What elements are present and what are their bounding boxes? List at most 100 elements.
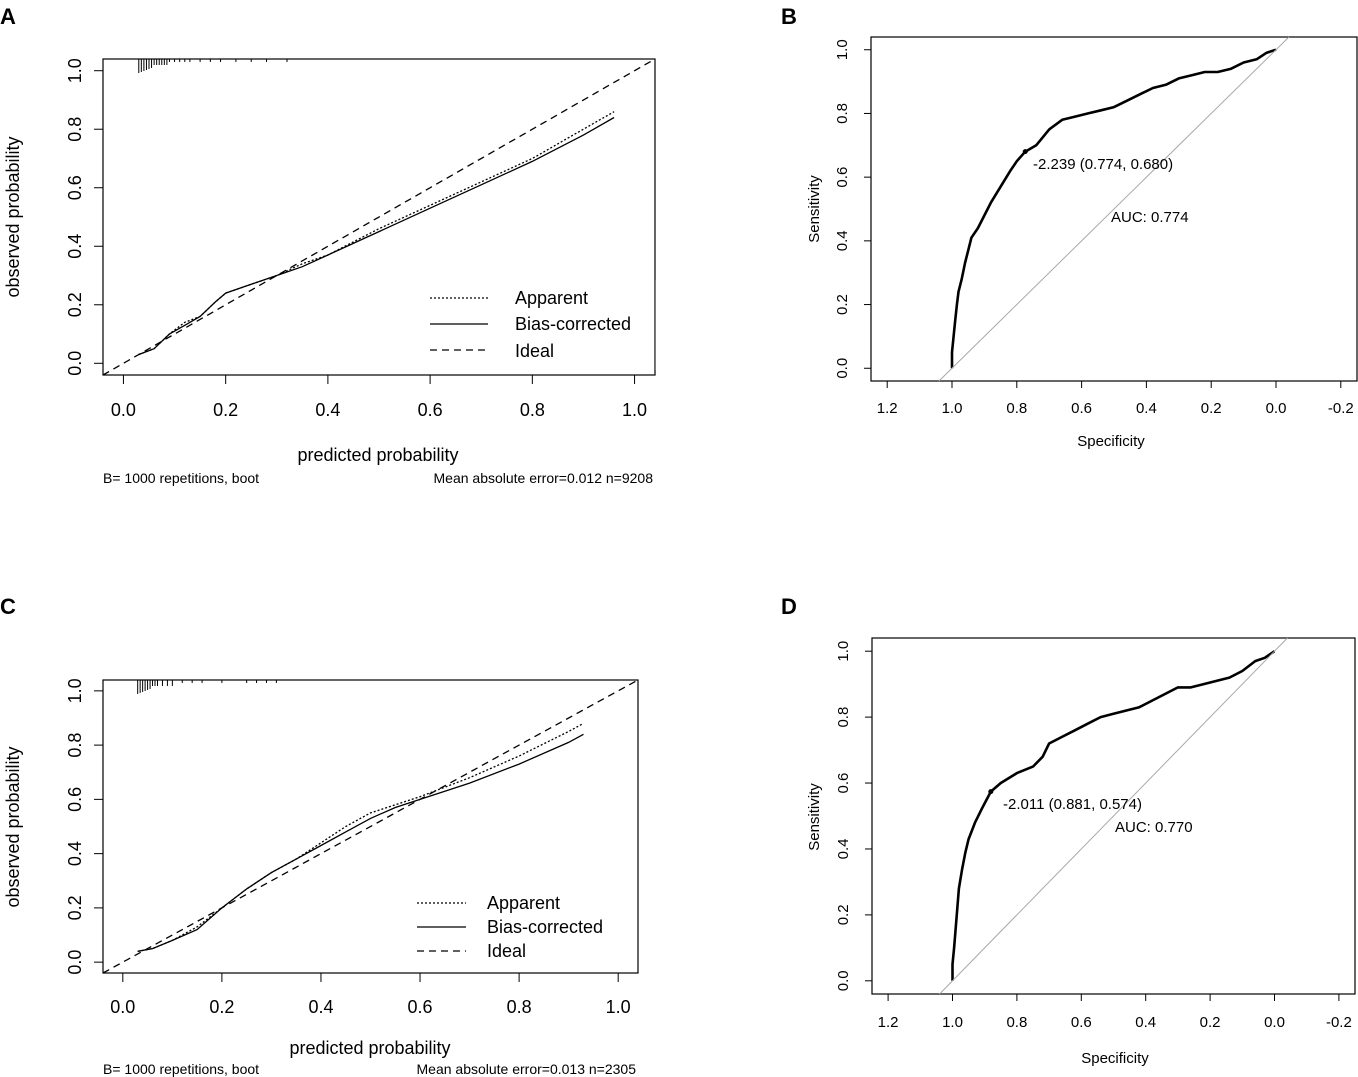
- footer-right-c: Mean absolute error=0.013 n=2305: [417, 1061, 637, 1077]
- x-tick-label: 0.8: [1006, 1014, 1027, 1031]
- x-tick-label: 0.4: [308, 997, 333, 1017]
- y-tick-label: 0.8: [835, 707, 852, 728]
- panel-letter-d: D: [781, 594, 797, 619]
- y-axis-title-c: observed probability: [3, 746, 23, 907]
- y-tick-label: 0.0: [834, 358, 851, 379]
- y-tick-label: 1.0: [835, 641, 852, 662]
- legend-clip-mask: [655, 280, 676, 370]
- y-tick-label: 0.8: [65, 117, 85, 142]
- y-tick-label: 0.6: [65, 175, 85, 200]
- legend-c: Apparent Bias-corrected Ideal: [417, 893, 603, 961]
- y-axis-title-a: observed probability: [3, 136, 23, 297]
- legend-bias-corrected-label: Bias-corrected: [487, 917, 603, 937]
- legend-apparent-label: Apparent: [487, 893, 560, 913]
- plot-frame-b: [870, 36, 1358, 382]
- panel-letter-c: C: [0, 594, 16, 619]
- y-tick-label: 0.2: [65, 292, 85, 317]
- x-tick-label: 0.0: [1266, 400, 1287, 417]
- y-tick-label: 0.2: [834, 294, 851, 315]
- footer-left-c: B= 1000 repetitions, boot: [103, 1061, 259, 1077]
- x-tick-label: 1.0: [606, 997, 631, 1017]
- y-tick-label: 0.0: [65, 950, 85, 975]
- y-tick-label: 0.6: [835, 773, 852, 794]
- x-tick-label: 0.2: [213, 400, 238, 420]
- y-tick-label: 0.8: [65, 733, 85, 758]
- y-tick-label: 0.6: [834, 167, 851, 188]
- x-tick-label: 0.6: [1071, 1014, 1092, 1031]
- threshold-label-b: -2.239 (0.774, 0.680): [1033, 156, 1173, 173]
- y-axis-title-b: Sensitivity: [806, 175, 823, 243]
- panel-a: A 0.0 0.2 0.4 0.6 0.8 1.0 0.0 0.2 0.4 0.6 0.8 1.0 A…: [0, 4, 676, 486]
- panel-d: D 1.2 1.0 0.8 0.6 0.4 0.2 0.0 -0.2 0.0 0.2 0.4 0.6 0…: [781, 594, 1356, 1067]
- x-tick-label: 0.2: [1200, 1014, 1221, 1031]
- x-axis-title-c: predicted probability: [289, 1038, 450, 1058]
- y-tick-label: 0.8: [834, 103, 851, 124]
- roc-reference-line: [938, 36, 1290, 382]
- y-tick-label: 0.0: [65, 351, 85, 376]
- x-axis-title-b: Specificity: [1077, 433, 1145, 450]
- x-tick-label: 0.6: [418, 400, 443, 420]
- x-tick-label: 0.6: [1071, 400, 1092, 417]
- x-tick-label: 0.0: [1264, 1014, 1285, 1031]
- threshold-point: [1022, 149, 1028, 155]
- footer-left-a: B= 1000 repetitions, boot: [103, 470, 259, 486]
- x-tick-label: 1.0: [942, 1014, 963, 1031]
- roc-reference-line: [939, 637, 1288, 995]
- plot-frame-d: [871, 637, 1356, 995]
- auc-label-b: AUC: 0.774: [1111, 209, 1189, 226]
- legend-ideal-label: Ideal: [515, 341, 554, 361]
- legend-apparent-label: Apparent: [515, 288, 588, 308]
- x-tick-label: -0.2: [1328, 400, 1354, 417]
- x-tick-label: 0.2: [209, 997, 234, 1017]
- x-tick-label: 1.0: [942, 400, 963, 417]
- x-tick-label: 0.4: [1135, 1014, 1156, 1031]
- auc-label-d: AUC: 0.770: [1115, 819, 1193, 836]
- threshold-label-d: -2.011 (0.881, 0.574): [1003, 796, 1142, 813]
- series-bias-corrected-line: [137, 733, 584, 952]
- x-axis-title-a: predicted probability: [297, 445, 458, 465]
- panel-c: C 0.0 0.2 0.4 0.6 0.8 1.0 0.0 0.2 0.4 0.6 0.8 1.0 A…: [0, 594, 639, 1077]
- x-tick-label: 0.0: [110, 997, 135, 1017]
- x-tick-label: 0.4: [1136, 400, 1157, 417]
- y-tick-label: 0.4: [65, 234, 85, 259]
- panel-letter-a: A: [0, 4, 16, 29]
- y-tick-label: 1.0: [65, 678, 85, 703]
- y-tick-label: 0.6: [65, 787, 85, 812]
- x-tick-label: 0.4: [315, 400, 340, 420]
- y-tick-label: 0.4: [835, 839, 852, 860]
- panel-b: B 1.2 1.0 0.8 0.6 0.4 0.2 0.0 -0.2 0.0 0.2 0.4 0.6 0…: [781, 4, 1358, 450]
- roc-curve: [950, 48, 1277, 369]
- legend-bias-corrected-label: Bias-corrected: [515, 314, 631, 334]
- plot-frame-a: [102, 58, 656, 376]
- x-tick-label: 1.0: [622, 400, 647, 420]
- y-tick-label: 0.0: [835, 970, 852, 991]
- legend-a: Apparent Bias-corrected Ideal: [430, 288, 631, 361]
- x-tick-label: 0.0: [111, 400, 136, 420]
- x-tick-label: -0.2: [1326, 1014, 1352, 1031]
- series-apparent-line: [138, 111, 615, 356]
- plot-frame-c: [102, 679, 639, 974]
- panel-letter-b: B: [781, 4, 797, 29]
- series-ideal-line: [102, 58, 656, 376]
- y-tick-label: 1.0: [834, 39, 851, 60]
- y-tick-label: 1.0: [65, 58, 85, 83]
- y-tick-label: 0.4: [65, 841, 85, 866]
- series-bias-corrected-line: [138, 116, 615, 356]
- x-tick-label: 0.8: [507, 997, 532, 1017]
- x-tick-label: 0.8: [1006, 400, 1027, 417]
- x-tick-label: 0.8: [520, 400, 545, 420]
- x-axis-title-d: Specificity: [1081, 1050, 1149, 1067]
- x-tick-label: 1.2: [878, 1014, 899, 1031]
- footer-right-a: Mean absolute error=0.012 n=9208: [434, 470, 654, 486]
- legend-ideal-label: Ideal: [487, 941, 526, 961]
- roc-curve: [951, 650, 1276, 981]
- x-tick-label: 0.6: [408, 997, 433, 1017]
- y-axis-title-d: Sensitivity: [806, 783, 823, 851]
- y-tick-label: 0.2: [65, 895, 85, 920]
- series-ideal-line: [102, 679, 639, 974]
- threshold-point: [988, 789, 994, 795]
- x-tick-label: 0.2: [1201, 400, 1222, 417]
- x-tick-label: 1.2: [877, 400, 898, 417]
- y-tick-label: 0.4: [834, 230, 851, 251]
